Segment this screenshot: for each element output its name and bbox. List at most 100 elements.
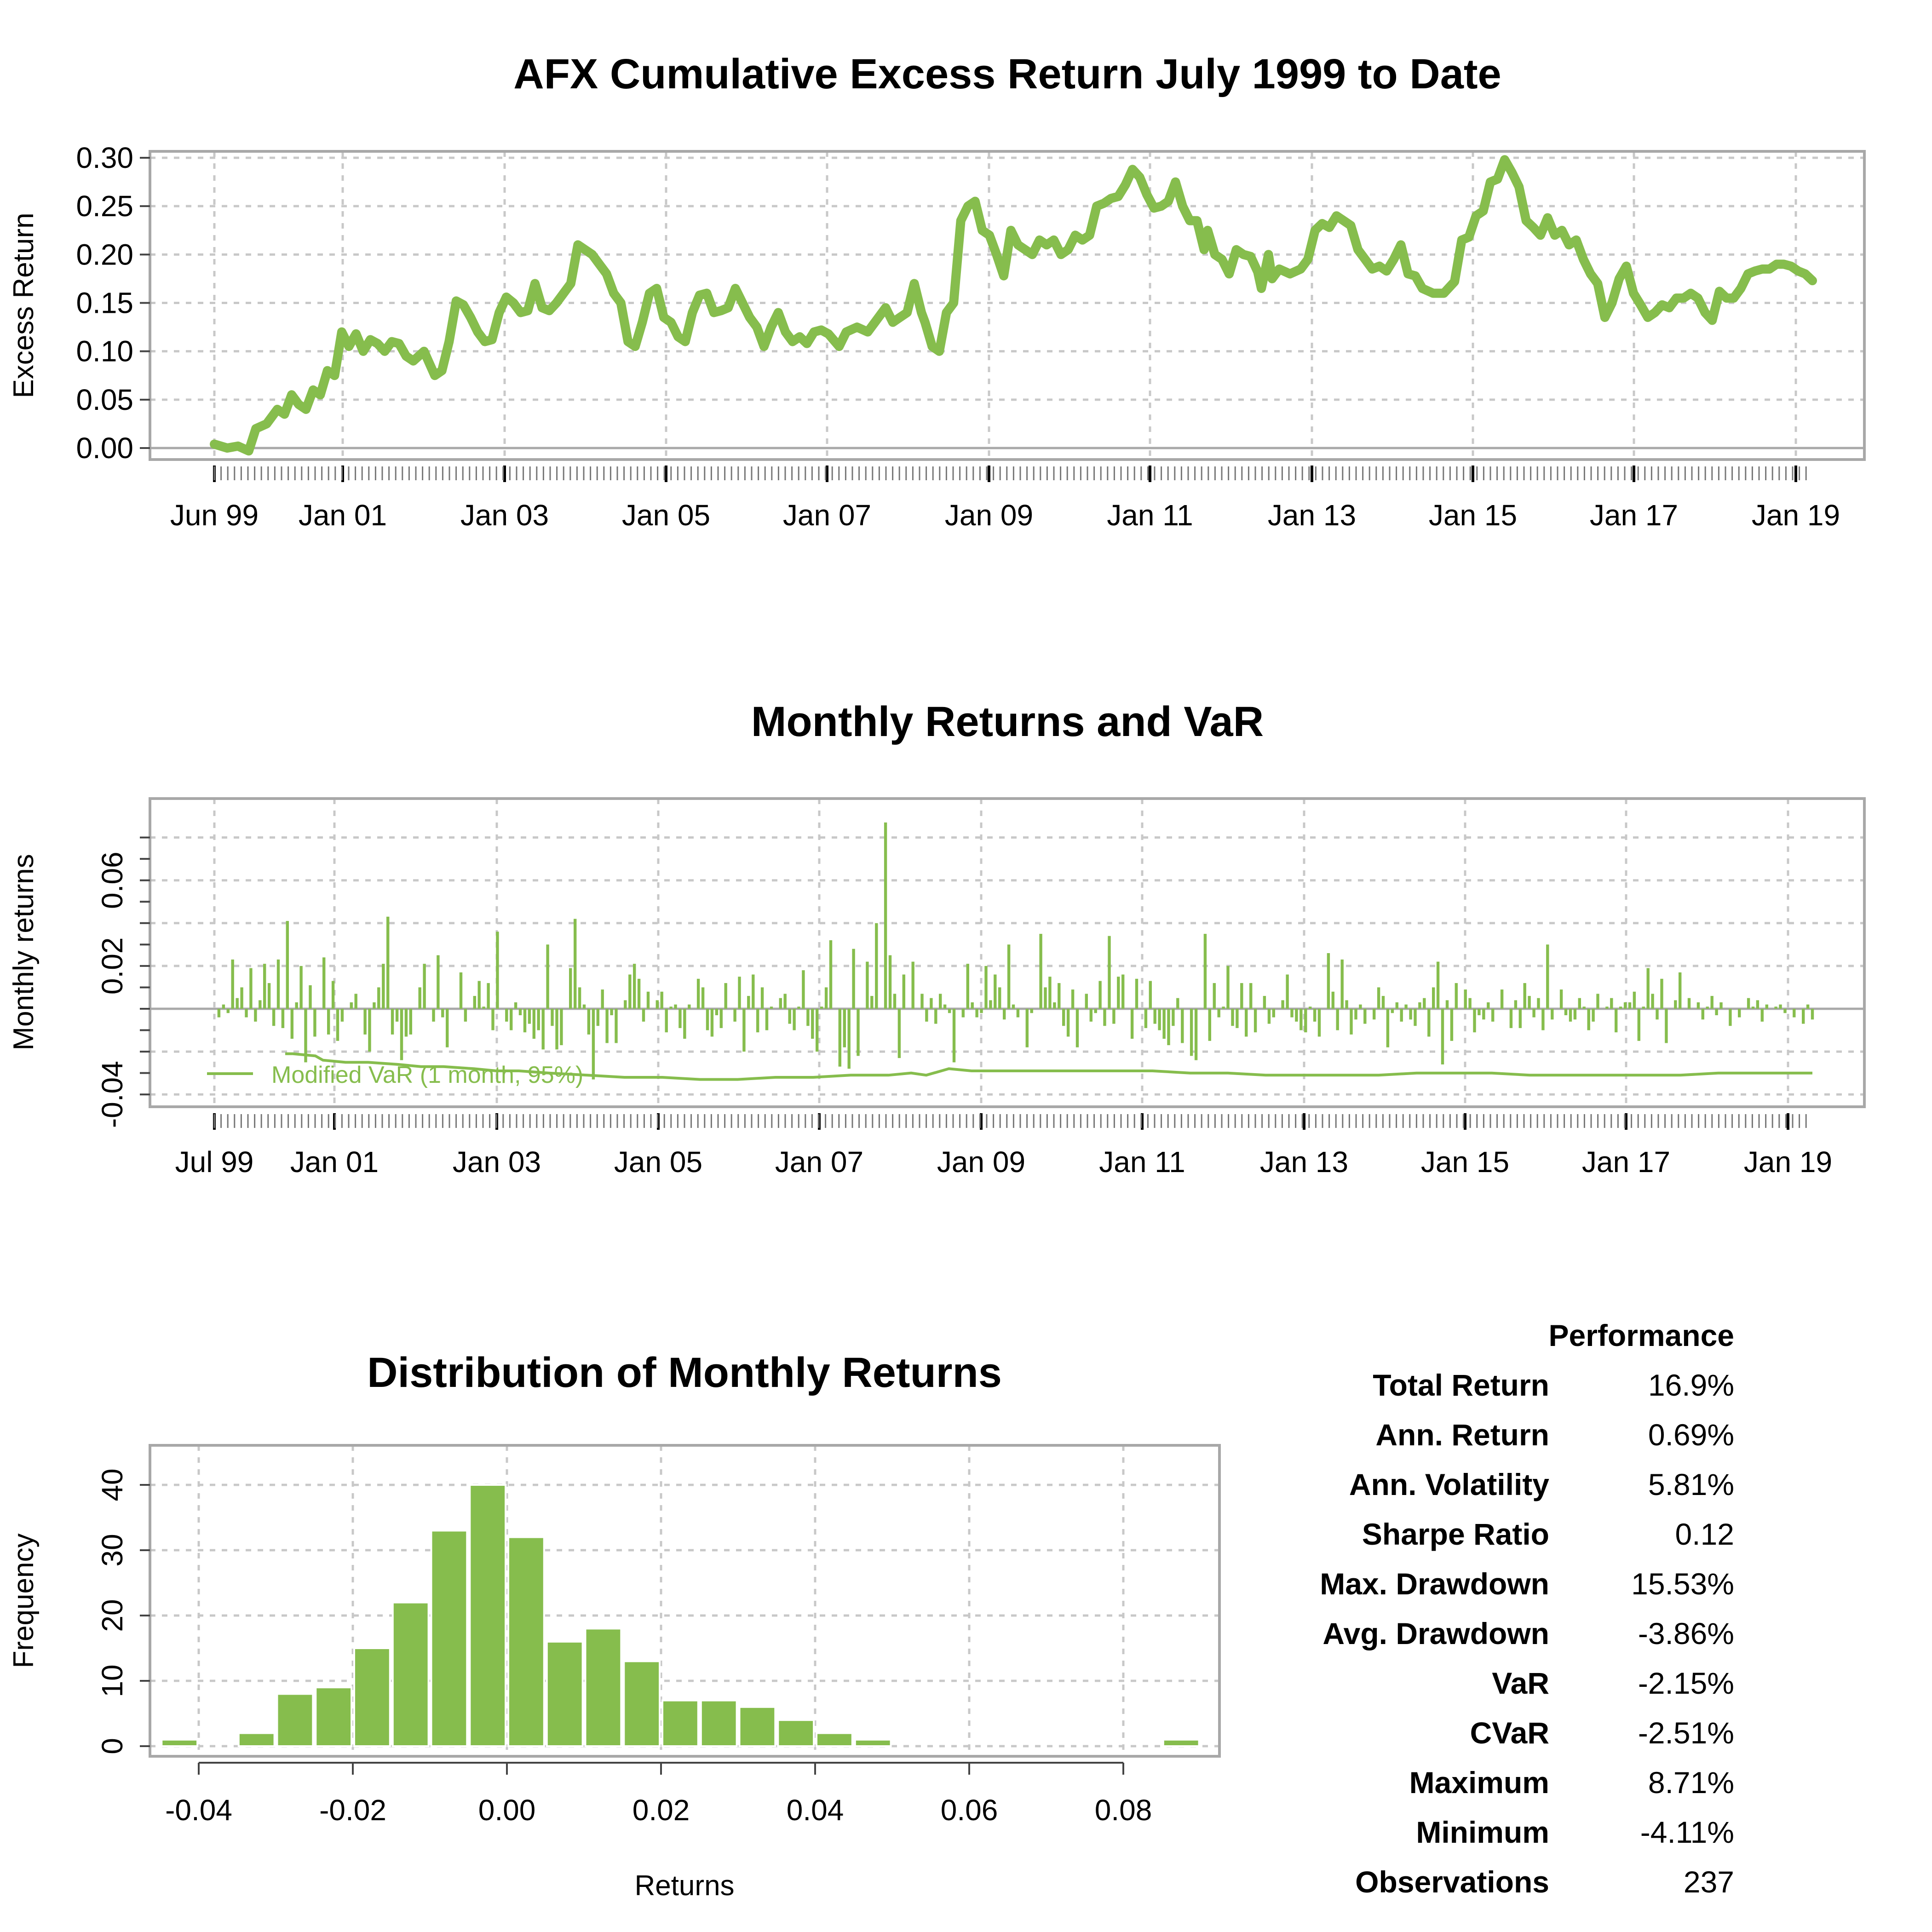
monthly-return-bar — [1701, 1009, 1704, 1020]
monthly-return-bar — [582, 1004, 586, 1009]
monthly-return-bar — [1290, 1009, 1294, 1018]
monthly-return-bar — [304, 1009, 307, 1063]
monthly-return-bar — [1569, 1009, 1572, 1022]
monthly-return-bar — [1651, 994, 1654, 1009]
monthly-return-bar — [857, 1009, 860, 1056]
monthly-return-bar — [327, 1009, 330, 1035]
cumulative-return-panel: AFX Cumulative Excess Return July 1999 t… — [8, 51, 1866, 532]
monthly-return-bar — [1409, 1009, 1412, 1020]
monthly-return-bar — [267, 983, 271, 1009]
monthly-return-bar — [1098, 981, 1102, 1009]
monthly-return-bar — [770, 1006, 773, 1009]
monthly-return-bar — [1679, 972, 1682, 1009]
monthly-x-tick-label: Jan 19 — [1744, 1145, 1832, 1179]
monthly-return-bar — [1044, 987, 1047, 1009]
monthly-return-bar — [1373, 1009, 1376, 1020]
performance-row-value: 5.81% — [1648, 1467, 1734, 1501]
monthly-return-bar — [752, 974, 755, 1009]
monthly-return-bar — [843, 1009, 846, 1047]
monthly-return-bar — [674, 1004, 677, 1009]
monthly-return-bar — [633, 964, 636, 1009]
monthly-return-bar — [610, 1009, 613, 1015]
monthly-x-tick-label: Jan 13 — [1260, 1145, 1348, 1179]
monthly-x-tick-label: Jan 11 — [1099, 1145, 1185, 1179]
monthly-return-bar — [1760, 1009, 1764, 1022]
monthly-return-bar — [1240, 983, 1243, 1009]
monthly-return-bar — [1245, 1009, 1248, 1037]
monthly-return-bars — [217, 822, 1814, 1080]
monthly-return-bar — [760, 987, 764, 1009]
monthly-return-bar — [747, 996, 750, 1009]
monthly-return-bar — [446, 1009, 449, 1047]
distribution-plot-frame — [149, 1444, 1221, 1758]
monthly-return-bar — [1012, 1004, 1015, 1009]
cumulative-y-axis: 0.00 0.05 0.10 0.15 0.20 0.25 0.30 — [76, 141, 150, 465]
monthly-return-bar — [236, 998, 239, 1009]
monthly-return-bar — [432, 1009, 435, 1022]
monthly-return-bar — [1377, 987, 1380, 1009]
monthly-return-bar — [811, 1009, 814, 1039]
monthly-return-bar — [1058, 983, 1061, 1009]
monthly-return-bar — [354, 994, 357, 1009]
cumulative-x-tick-label: Jan 19 — [1752, 499, 1840, 532]
monthly-return-bar — [1546, 944, 1549, 1009]
performance-row-label: VaR — [1492, 1666, 1549, 1700]
monthly-return-bar — [592, 1009, 595, 1080]
monthly-return-bar — [1628, 1002, 1632, 1009]
distribution-bin-bar — [315, 1686, 353, 1747]
distribution-bin-bar — [816, 1732, 853, 1748]
monthly-return-bar — [1345, 1000, 1348, 1009]
monthly-return-bar — [884, 822, 887, 1009]
monthly-return-bar — [1363, 1009, 1367, 1024]
monthly-return-bar — [984, 966, 988, 1009]
performance-row-label: Avg. Drawdown — [1322, 1616, 1549, 1650]
cumulative-x-tick-label: Jan 15 — [1429, 499, 1517, 532]
cumulative-y-axis-label: Excess Return — [8, 213, 40, 398]
monthly-return-bar — [1610, 998, 1613, 1009]
monthly-return-bar — [1523, 983, 1526, 1009]
monthly-return-bar — [1587, 1009, 1590, 1030]
monthly-return-bar — [1811, 1009, 1814, 1020]
distribution-bars — [161, 1484, 1200, 1748]
monthly-return-bar — [838, 1009, 841, 1067]
distribution-bin-bar — [700, 1699, 738, 1748]
monthly-return-bar — [1286, 974, 1289, 1009]
cumulative-x-tick-label: Jun 99 — [170, 499, 259, 532]
monthly-return-bar — [587, 1009, 591, 1035]
var-legend-label: Modified VaR (1 month, 95%) — [271, 1062, 583, 1088]
monthly-return-bar — [1793, 1009, 1796, 1018]
monthly-return-bar — [1025, 1009, 1029, 1047]
performance-row-label: Max. Drawdown — [1320, 1567, 1549, 1601]
monthly-return-bar — [678, 1009, 682, 1028]
monthly-return-bar — [824, 987, 828, 1009]
monthly-return-bar — [820, 1006, 823, 1009]
distribution-bin-bar — [353, 1647, 391, 1747]
monthly-return-bar — [254, 1009, 257, 1022]
cumulative-x-axis: Jun 99 Jan 01 Jan 03 Jan 05 Jan 07 Jan 09 Jan … — [170, 466, 1840, 532]
monthly-return-bar — [322, 957, 326, 1009]
monthly-return-bar — [1500, 989, 1504, 1009]
monthly-return-bar — [605, 1009, 609, 1043]
cumulative-x-tick-label: Jan 05 — [622, 499, 710, 532]
monthly-return-bar — [295, 1002, 298, 1009]
monthly-return-bar — [952, 1009, 956, 1063]
monthly-return-bar — [1806, 1004, 1810, 1009]
monthly-return-bar — [961, 1009, 965, 1018]
monthly-return-bar — [797, 1006, 800, 1009]
cumulative-chart-title: AFX Cumulative Excess Return July 1999 t… — [513, 51, 1501, 98]
monthly-return-bar — [459, 972, 463, 1009]
monthly-return-bar — [1295, 1009, 1298, 1022]
monthly-return-bar — [263, 964, 266, 1009]
monthly-return-bar — [1564, 1009, 1568, 1015]
monthly-return-bar — [1181, 1009, 1184, 1043]
monthly-x-tick-label: Jan 03 — [453, 1145, 541, 1179]
monthly-return-bar — [226, 1009, 230, 1013]
monthly-return-bar — [870, 996, 874, 1009]
monthly-return-bar — [628, 974, 632, 1009]
distribution-bin-bar — [854, 1738, 892, 1748]
monthly-return-bar — [272, 1009, 276, 1026]
monthly-return-bar — [930, 998, 933, 1009]
cumulative-y-tick-label: 0.05 — [76, 383, 133, 416]
performance-row-value: 0.12 — [1675, 1517, 1734, 1551]
distribution-x-axis-label: Returns — [634, 1870, 734, 1902]
